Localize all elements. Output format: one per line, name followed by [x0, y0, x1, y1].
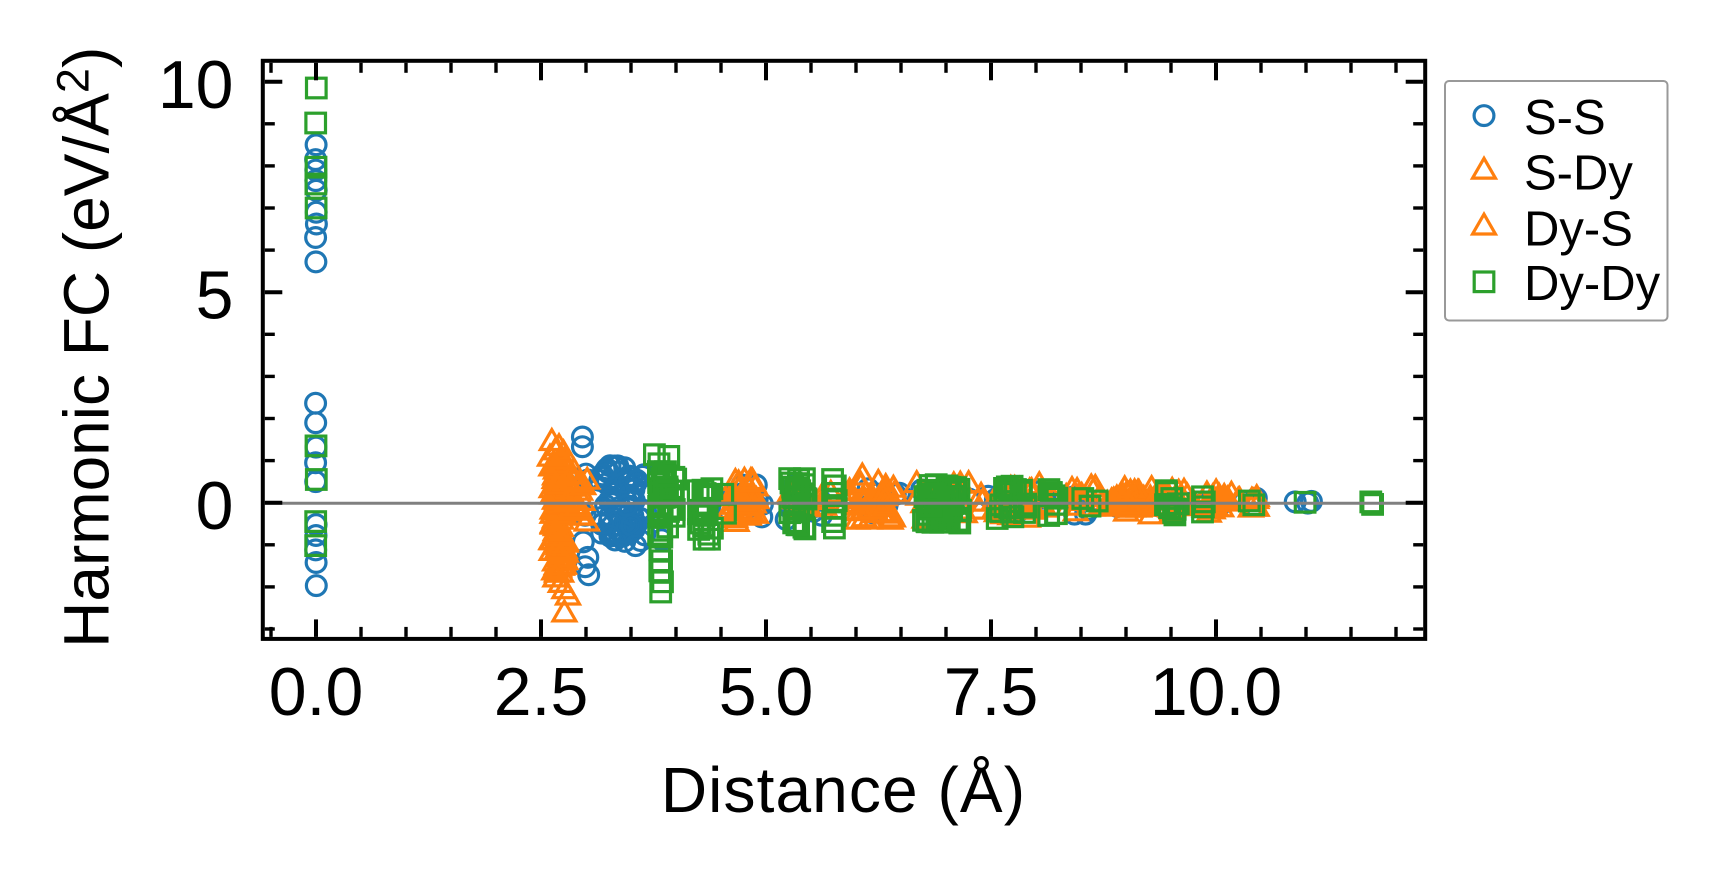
svg-text:2.5: 2.5 [494, 654, 589, 730]
svg-text:0.0: 0.0 [269, 654, 364, 730]
svg-text:Dy-Dy: Dy-Dy [1524, 257, 1661, 311]
svg-text:Distance (Å): Distance (Å) [661, 754, 1026, 826]
svg-text:5.0: 5.0 [719, 654, 814, 730]
svg-text:10.0: 10.0 [1150, 654, 1282, 730]
svg-text:Dy-S: Dy-S [1524, 203, 1633, 257]
svg-text:Harmonic FC (eV/Å2): Harmonic FC (eV/Å2) [48, 47, 123, 648]
svg-text:10: 10 [158, 47, 234, 123]
svg-text:7.5: 7.5 [944, 654, 1039, 730]
svg-text:S-S: S-S [1524, 91, 1606, 145]
svg-text:S-Dy: S-Dy [1524, 147, 1633, 201]
svg-text:0: 0 [196, 468, 234, 544]
svg-text:5: 5 [196, 258, 234, 334]
